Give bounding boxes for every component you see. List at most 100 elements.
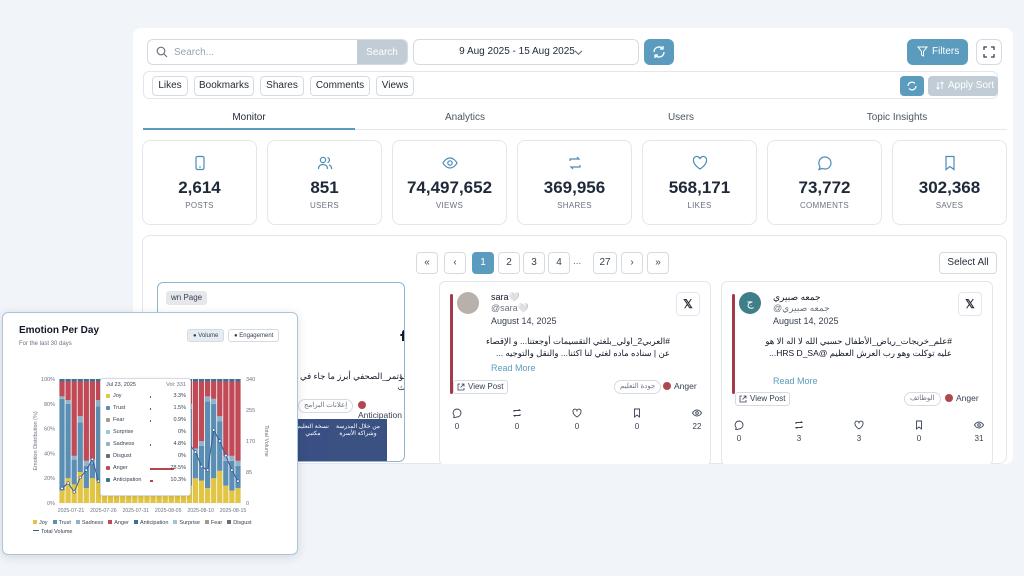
filters-button[interactable]: Filters (907, 39, 968, 65)
legend-item[interactable]: Anger (108, 520, 129, 526)
saves-count: 0 (909, 420, 929, 443)
page-1[interactable]: 1 (472, 252, 494, 274)
sort-chip-shares[interactable]: Shares (260, 76, 304, 96)
legend-item[interactable]: Trust (52, 520, 71, 526)
date-range-picker[interactable]: 9 Aug 2025 - 15 Aug 2025 (413, 39, 639, 65)
post-card[interactable]: ج جمعه صبيري @جمعه صبيري August 14, 2025… (721, 281, 993, 464)
first-page-button[interactable]: « (416, 252, 438, 274)
bar-segment (223, 379, 229, 382)
view-post-button[interactable]: View Post (453, 380, 509, 394)
tab-analytics[interactable]: Analytics (444, 112, 485, 123)
topic-tag: جودة التعليم (614, 380, 662, 394)
sort-chip-comments[interactable]: Comments (310, 76, 370, 96)
stat-views: 74,497,652 VIEWS (392, 140, 507, 225)
metric-value: 0 (514, 422, 520, 431)
tab-topic-insights[interactable]: Topic Insights (866, 112, 928, 123)
reset-sort-button[interactable] (900, 76, 924, 96)
author-handle: @جمعه صبيري (773, 303, 830, 313)
filter-icon (917, 46, 928, 57)
toggle-engagement-label: Engagement (239, 333, 274, 339)
bar-segment (223, 381, 229, 456)
legend-item[interactable]: Anticipation (133, 520, 168, 526)
last-page-button[interactable]: » (647, 252, 669, 274)
topic-tag: الوظائف (904, 392, 941, 406)
series-bar (150, 444, 152, 446)
legend-item[interactable]: Joy (33, 520, 48, 526)
bar-segment (211, 478, 217, 503)
y-tick-label: 20% (44, 476, 55, 482)
search-box[interactable]: Search... Search (147, 39, 408, 65)
bar-segment (235, 488, 241, 503)
refresh-icon (907, 81, 917, 91)
sort-chip-bookmarks[interactable]: Bookmarks (194, 76, 254, 96)
chevron-down-icon (574, 50, 583, 56)
view-post-button[interactable]: View Post (735, 392, 791, 406)
sort-chip-likes[interactable]: Likes (152, 76, 188, 96)
sort-icon (936, 81, 944, 90)
series-pct: 0% (178, 453, 186, 459)
sort-chip-views[interactable]: Views (376, 76, 414, 96)
toggle-volume-label: Volume (198, 333, 219, 339)
page-4[interactable]: 4 (548, 252, 570, 274)
bar-segment (235, 381, 241, 461)
volume-point (66, 481, 70, 485)
series-name: Sadness (113, 441, 135, 447)
post-image: نسخة التعليم مكتبي (297, 419, 329, 461)
bar-segment (198, 480, 205, 503)
bar-segment (217, 416, 223, 422)
saves-count: 0 (627, 408, 647, 431)
legend-item[interactable]: Sadness (75, 520, 103, 526)
series-bar (150, 468, 174, 470)
comments-count: 0 (729, 420, 749, 443)
fullscreen-button[interactable] (976, 39, 1002, 65)
bar-segment (83, 488, 89, 503)
apply-sort-button[interactable]: Apply Sort (928, 76, 998, 96)
bar-segment (59, 381, 65, 397)
refresh-button[interactable] (644, 39, 674, 65)
post-card[interactable]: sara🤍 @sara🤍 August 14, 2025 𝕏 #العربي2_… (439, 281, 711, 464)
bookmark-icon (916, 420, 922, 430)
series-bar (150, 396, 151, 398)
prev-page-button[interactable]: ‹ (444, 252, 466, 274)
x-platform-icon[interactable]: 𝕏 (958, 292, 982, 316)
tab-monitor[interactable]: Monitor (232, 112, 266, 123)
bar-segment (83, 465, 89, 489)
read-more-link[interactable]: Read More (773, 376, 818, 386)
stat-label: VIEWS (435, 201, 464, 210)
select-all-button[interactable]: Select All (939, 252, 997, 274)
bar-segment (192, 381, 199, 449)
toggle-engagement[interactable]: ● Engagement (228, 329, 280, 342)
volume-point (84, 468, 88, 472)
x-tick-label: 2025-08-15 (220, 508, 247, 514)
legend-swatch (227, 520, 232, 524)
bar-segment (205, 379, 211, 382)
anger-icon (945, 394, 953, 402)
legend-item[interactable]: Fear (204, 520, 222, 526)
bar-segment (192, 453, 199, 479)
facebook-icon[interactable] (398, 329, 405, 341)
shares-count: 0 (507, 408, 527, 431)
read-more-link[interactable]: Read More (491, 363, 536, 373)
legend-item[interactable]: Total Volume (33, 529, 73, 535)
series-pct: 78.5% (170, 465, 186, 471)
tab-users[interactable]: Users (667, 112, 695, 123)
page-27[interactable]: 27 (593, 252, 617, 274)
toggle-volume[interactable]: ● Volume (187, 329, 225, 342)
bar-segment (89, 478, 95, 503)
legend-item[interactable]: Surprise (173, 520, 200, 526)
stat-value: 302,368 (918, 178, 981, 197)
legend-swatch (173, 520, 178, 524)
page-2[interactable]: 2 (498, 252, 520, 274)
tooltip-row: Trust 1.5% (106, 405, 188, 412)
page-3[interactable]: 3 (523, 252, 545, 274)
legend-item[interactable]: Disgust (227, 520, 252, 526)
sort-bar: Likes Bookmarks Shares Comments Views Ap… (143, 71, 998, 99)
search-button[interactable]: Search (357, 40, 407, 64)
tooltip-row: Joy 3.3% (106, 393, 188, 400)
shares-count: 3 (789, 420, 809, 443)
post-text: #العربي2_اولي_بلغتي التقسيمات أوجعتنا...… (485, 336, 670, 358)
y-tick-label: 40% (44, 451, 55, 457)
next-page-button[interactable]: › (621, 252, 643, 274)
x-platform-icon[interactable]: 𝕏 (676, 292, 700, 316)
search-input[interactable]: Search... (174, 47, 215, 58)
